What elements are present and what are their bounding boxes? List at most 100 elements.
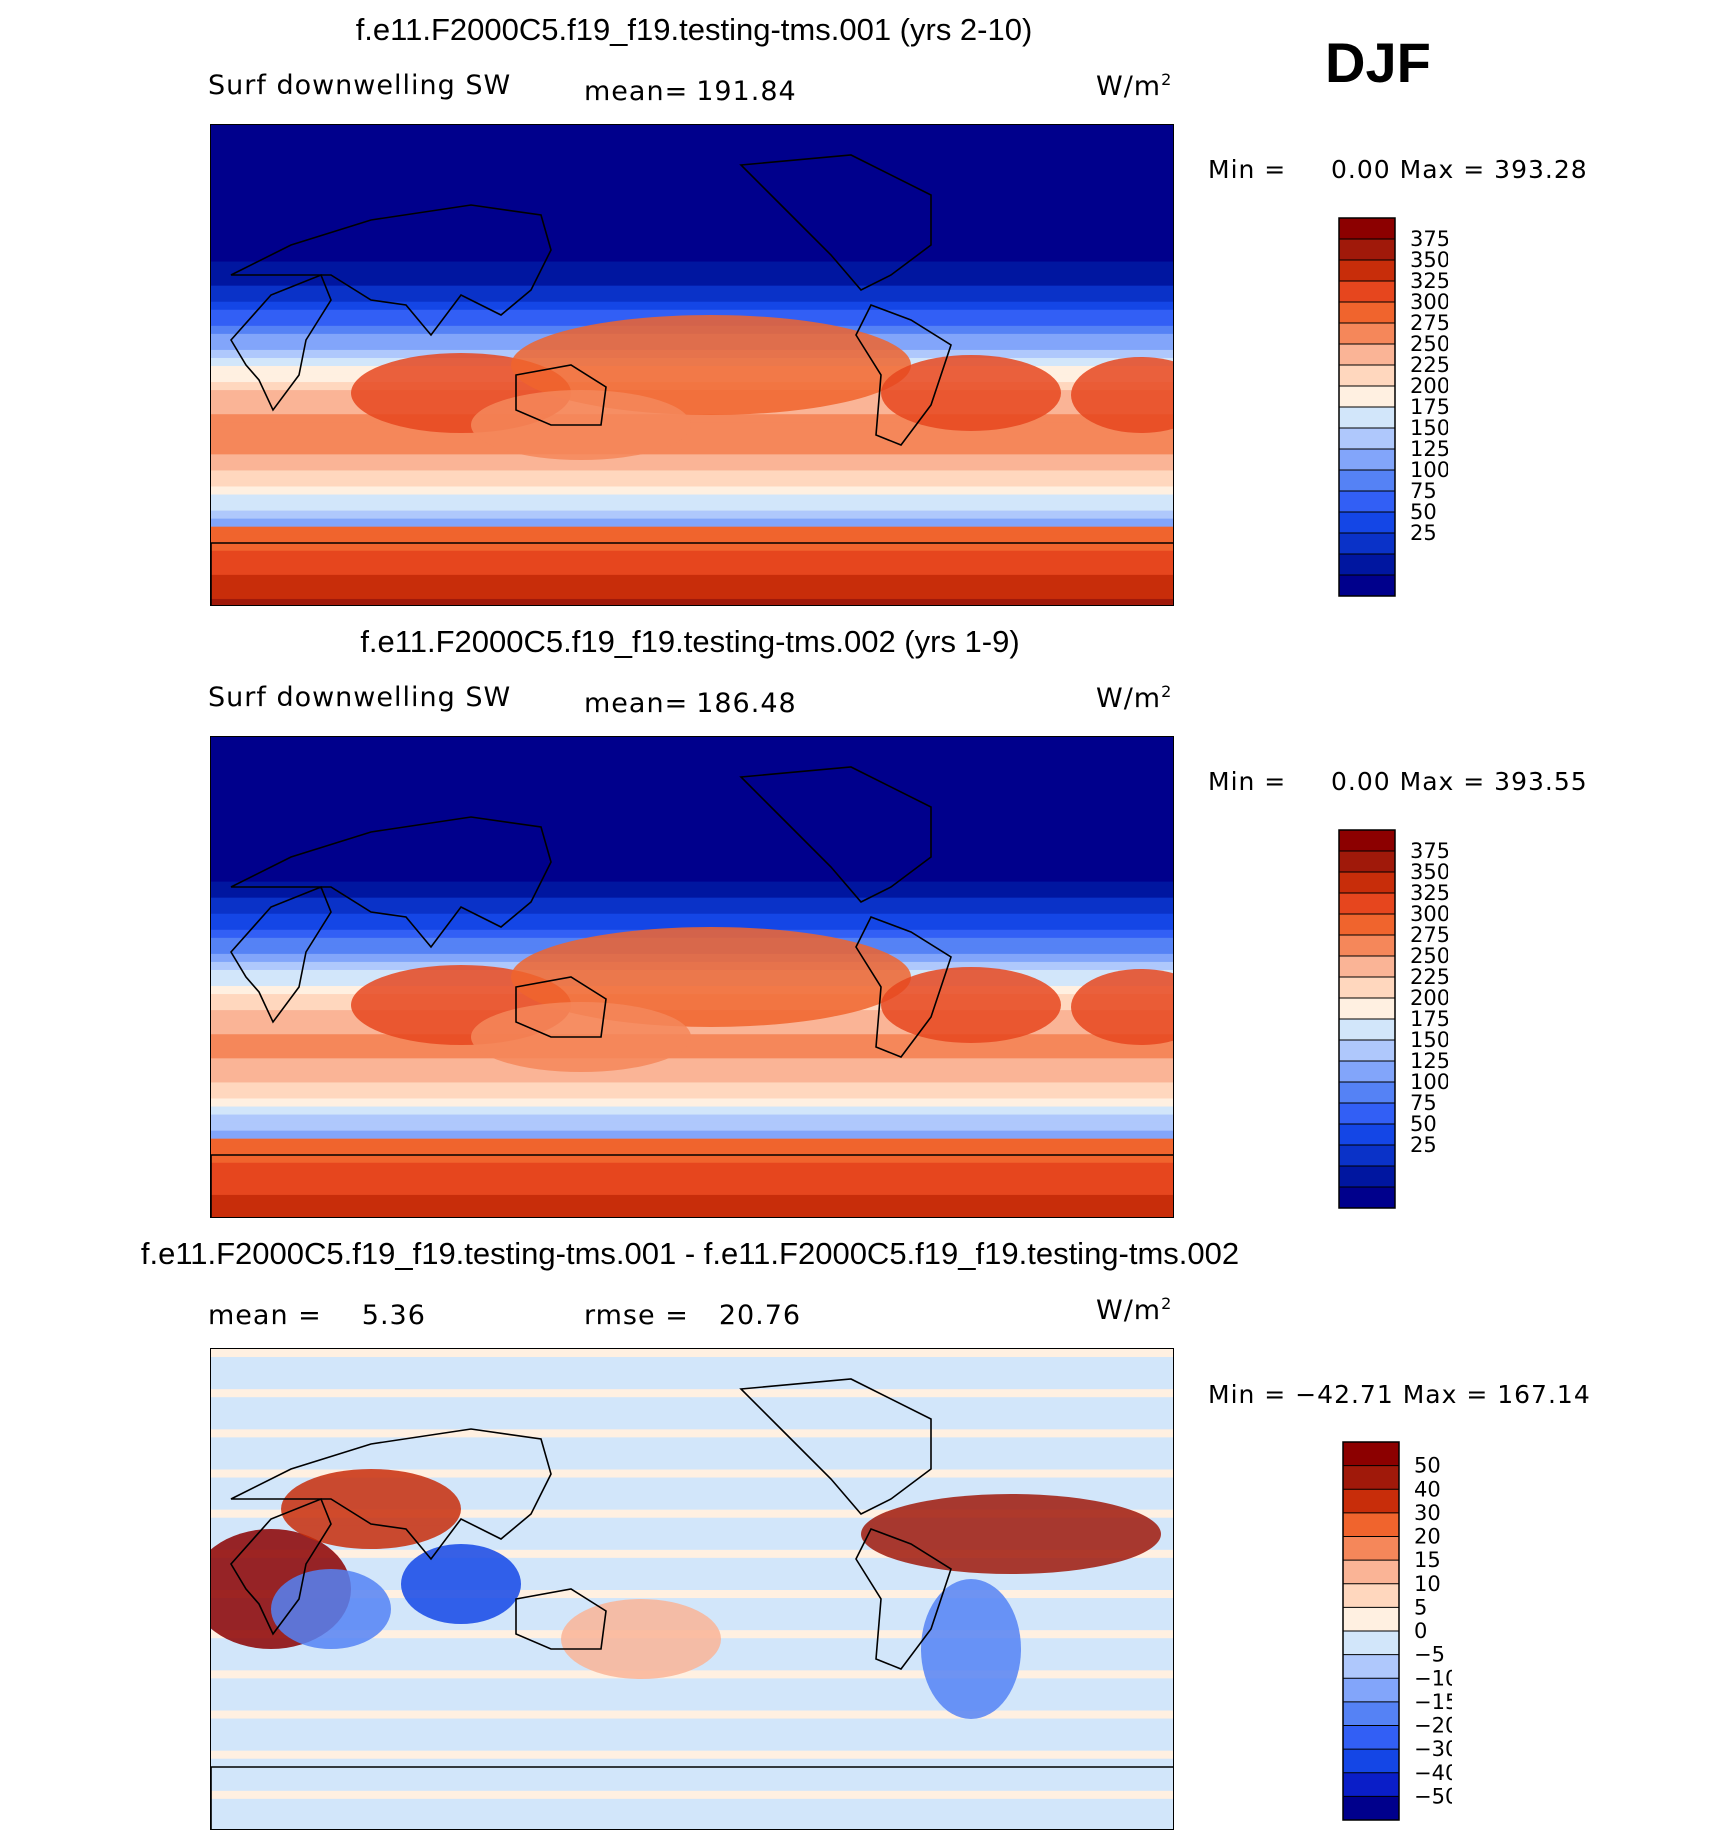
panel-3-field xyxy=(211,1349,1173,1829)
colorbar-swatch xyxy=(1339,977,1395,999)
colorbar-swatch xyxy=(1339,1082,1395,1104)
colorbar-tick-label: 150 xyxy=(1410,416,1448,440)
field-band xyxy=(211,462,1173,472)
colorbar-tick-label: 175 xyxy=(1410,395,1448,419)
panel-1-map xyxy=(210,124,1174,606)
colorbar-swatch xyxy=(1343,1583,1399,1608)
field-band xyxy=(211,149,1173,158)
field-band xyxy=(211,550,1173,560)
field-band xyxy=(211,913,1173,923)
colorbar-swatch xyxy=(1343,1536,1399,1561)
field-anomaly xyxy=(401,1544,521,1624)
coastline xyxy=(230,816,552,949)
colorbar-swatch xyxy=(1339,1145,1395,1167)
panel-2-map xyxy=(210,736,1174,1218)
colorbar-swatch xyxy=(1339,281,1395,303)
coastline xyxy=(739,154,932,291)
colorbar-swatch xyxy=(1339,1040,1395,1062)
field-band xyxy=(211,173,1173,182)
colorbar-swatch xyxy=(1339,914,1395,936)
field-band xyxy=(211,526,1173,536)
field-band xyxy=(211,301,1173,311)
field-band xyxy=(211,1122,1173,1132)
field-band xyxy=(211,189,1173,198)
field-band xyxy=(211,229,1173,239)
colorbar-frame xyxy=(1342,1441,1400,1821)
field-band xyxy=(211,1437,1173,1446)
field-band xyxy=(211,1525,1173,1535)
field-band xyxy=(211,598,1173,605)
field-band xyxy=(211,1461,1173,1471)
colorbar-tick-label: 40 xyxy=(1414,1477,1441,1501)
field-band xyxy=(211,494,1173,504)
field-anomaly xyxy=(1071,969,1173,1045)
field-band xyxy=(211,1517,1173,1527)
field-band xyxy=(211,1066,1173,1075)
field-band xyxy=(211,1477,1173,1487)
field-band xyxy=(211,857,1173,867)
field-band xyxy=(211,1678,1173,1687)
field-anomaly xyxy=(881,355,1061,431)
colorbar-swatch xyxy=(1343,1465,1399,1490)
coastline xyxy=(515,1588,607,1650)
colorbar-swatch xyxy=(1343,1512,1399,1537)
colorbar-tick-label: 375 xyxy=(1410,227,1448,251)
field-band xyxy=(211,534,1173,544)
field-band xyxy=(211,1501,1173,1511)
field-band xyxy=(211,1598,1173,1607)
colorbar-swatch xyxy=(1339,218,1395,240)
field-band xyxy=(211,542,1173,552)
colorbar-tick-label: 100 xyxy=(1410,458,1448,482)
colorbar-tick-label: 0 xyxy=(1414,1619,1427,1643)
colorbar-swatch xyxy=(1339,428,1395,450)
panel-1-variable-label: Surf downwelling SW xyxy=(208,70,512,101)
coastline xyxy=(855,915,952,1058)
field-band xyxy=(211,261,1173,271)
field-band xyxy=(211,1774,1173,1784)
colorbar-tick-label: 25 xyxy=(1410,1133,1437,1157)
field-band xyxy=(211,285,1173,295)
colorbar-swatch xyxy=(1339,1166,1395,1188)
colorbar-tick-label: 50 xyxy=(1410,1112,1437,1136)
field-band xyxy=(211,769,1173,778)
colorbar-tick-label: 5 xyxy=(1414,1595,1427,1619)
field-band xyxy=(211,470,1173,480)
coastline xyxy=(230,1428,552,1561)
colorbar-tick-label: 125 xyxy=(1410,437,1448,461)
field-band xyxy=(211,1130,1173,1140)
field-band xyxy=(211,1750,1173,1760)
field-anomaly xyxy=(861,1494,1161,1574)
field-band xyxy=(211,753,1173,762)
panel-2-minmax: Min = 0.00 Max = 393.55 xyxy=(1208,767,1588,796)
colorbar-swatch xyxy=(1339,1103,1395,1125)
coastline xyxy=(230,885,332,1024)
panel-2-colorbar: 3753503253002752502252001751501251007550… xyxy=(1338,829,1448,1209)
field-band xyxy=(211,213,1173,222)
field-band xyxy=(211,1485,1173,1495)
field-band xyxy=(211,1381,1173,1390)
colorbar-tick-label: 50 xyxy=(1410,500,1437,524)
panel-3-units: W/m2 xyxy=(1096,1294,1173,1326)
field-band xyxy=(211,1734,1173,1744)
field-band xyxy=(211,865,1173,875)
season-label: DJF xyxy=(1325,31,1431,94)
field-band xyxy=(211,269,1173,279)
field-band xyxy=(211,1814,1173,1824)
field-anomaly xyxy=(921,1579,1021,1719)
colorbar-swatch xyxy=(1343,1631,1399,1656)
colorbar-swatch xyxy=(1339,998,1395,1020)
colorbar-tick-label: −20 xyxy=(1414,1714,1452,1738)
field-band xyxy=(211,921,1173,931)
panel-1-field xyxy=(211,125,1173,605)
field-band xyxy=(211,801,1173,810)
colorbar-swatch xyxy=(1339,323,1395,345)
colorbar-swatch xyxy=(1339,344,1395,366)
field-band xyxy=(211,1194,1173,1204)
field-band xyxy=(211,1389,1173,1398)
panel-1-title: f.e11.F2000C5.f19_f19.testing-tms.001 (y… xyxy=(355,12,1033,47)
field-band xyxy=(211,1178,1173,1188)
colorbar-swatch xyxy=(1339,386,1395,408)
field-anomaly xyxy=(271,1569,391,1649)
field-band xyxy=(211,1050,1173,1059)
colorbar-swatch xyxy=(1339,449,1395,471)
